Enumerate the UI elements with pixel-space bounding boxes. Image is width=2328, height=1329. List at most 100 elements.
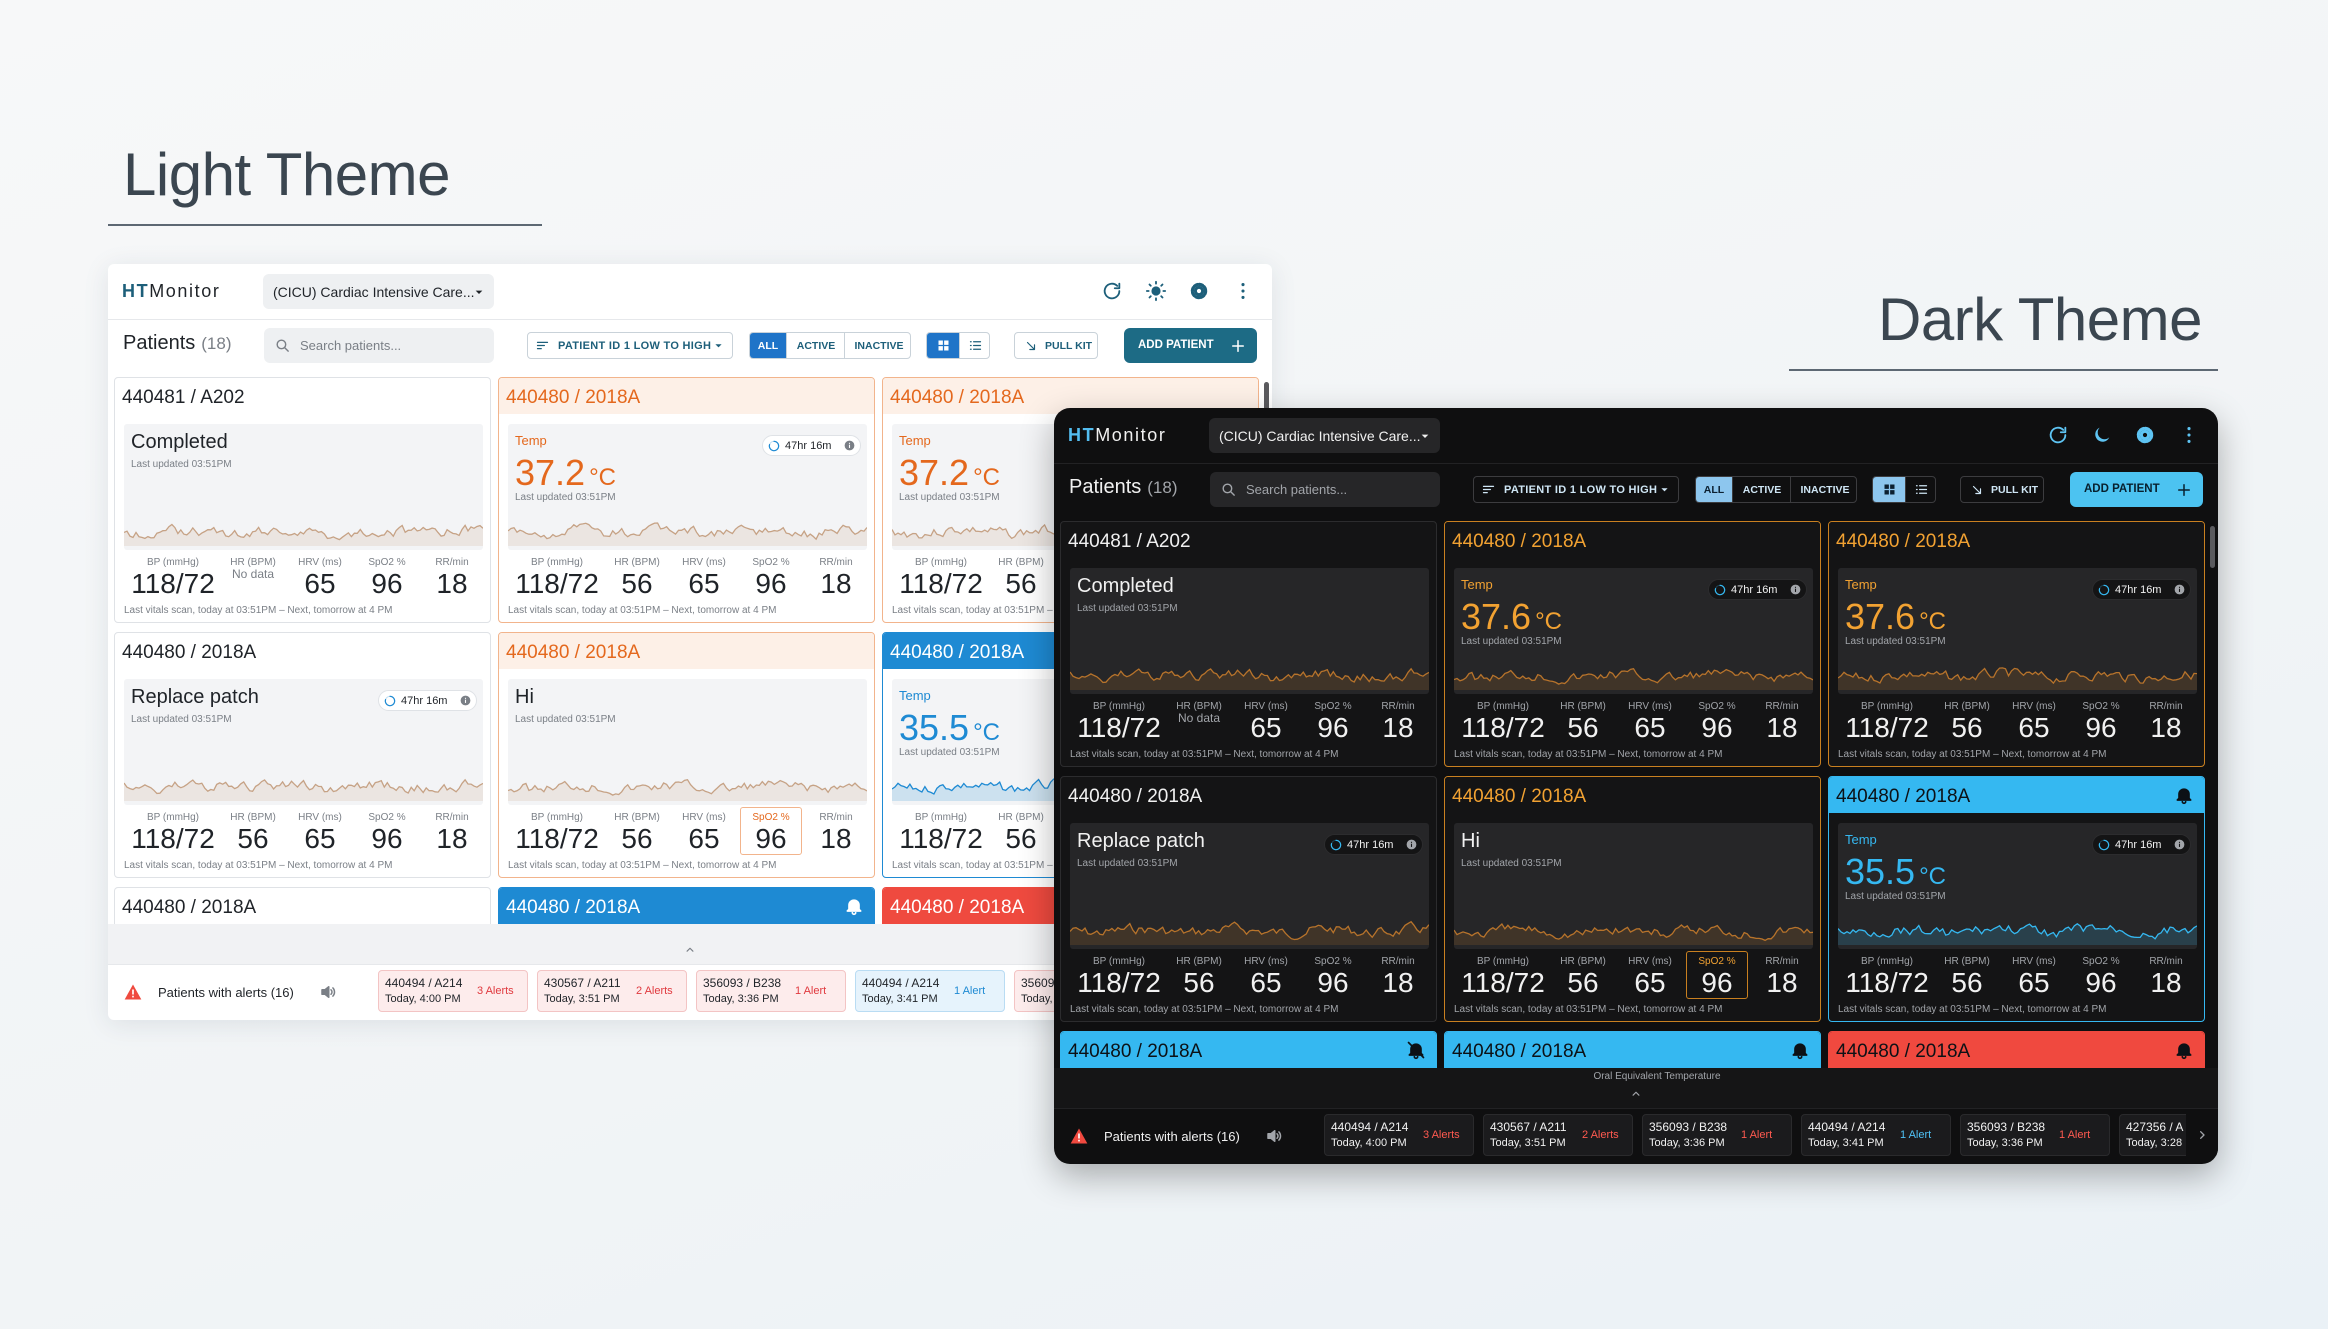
list-view[interactable] — [959, 333, 989, 358]
grid-icon-part — [938, 340, 948, 351]
alert-bell[interactable] — [1790, 1040, 1810, 1060]
alert-triangle-part — [1078, 1133, 1080, 1139]
timer-text: 47hr 16m — [1731, 583, 1778, 596]
add-patient-button[interactable]: ADD PATIENT — [1124, 328, 1257, 363]
vital-value: 65 — [2018, 712, 2050, 743]
patient-card[interactable]: 440480 / 2018A Hi Last updated 03:51PM BP (… — [1444, 776, 1821, 1022]
vital-label: SpO2 % — [368, 811, 406, 823]
alert-patient: 356093 / B238 — [1649, 1120, 1728, 1134]
more-button-part — [1241, 283, 1245, 287]
sound-toggle-part — [1267, 1130, 1276, 1142]
alert-chip[interactable]: 430567 / A211 Today, 3:51 PM 2 Alerts — [537, 970, 687, 1012]
brand-name: Monitor — [1095, 425, 1167, 445]
patient-card[interactable]: 440481 / A202 Completed Last updated 03:51… — [1060, 521, 1437, 767]
settings-button[interactable] — [1188, 280, 1210, 302]
refresh-button[interactable] — [1101, 280, 1123, 302]
alert-time: Today, 4:00 PM — [1331, 1137, 1407, 1149]
sound-toggle[interactable] — [1265, 1127, 1283, 1145]
expand-caret[interactable] — [683, 943, 697, 957]
unit-text: (CICU) Cardiac Intensive Care... — [1219, 427, 1421, 444]
patient-card[interactable]: 440480 / 2018A — [114, 887, 491, 924]
patient-card[interactable]: 440480 / 2018A Replace patch Last updated … — [114, 632, 491, 878]
alert-count: 2 Alerts — [1582, 1129, 1619, 1141]
card-title: 440480 / 2018A — [890, 896, 1025, 918]
patient-card[interactable]: 440480 / 2018A Temp 35.5 °C Last updated 03:… — [1828, 776, 2205, 1022]
alerts-next[interactable] — [2186, 1114, 2218, 1156]
sparkline-line — [1070, 920, 1429, 941]
filter-label: ALL — [1703, 483, 1725, 496]
filter-option[interactable]: ALL — [750, 333, 786, 358]
sparkline-area — [508, 523, 867, 546]
vital-value: 65 — [304, 568, 336, 599]
sort-button[interactable]: PATIENT ID 1 LOW TO HIGH — [527, 332, 733, 359]
filter-option[interactable]: ACTIVE — [786, 333, 844, 358]
timer-ring-part — [2098, 839, 2110, 850]
alert-count: 3 Alerts — [477, 985, 514, 997]
settings-button[interactable] — [2134, 424, 2156, 446]
alert-chip[interactable]: 430567 / A211 Today, 3:51 PM 2 Alerts — [1483, 1114, 1633, 1156]
alert-bell[interactable] — [844, 896, 864, 916]
patient-card[interactable]: 440480 / 2018A Hi Last updated 03:51PM BP (… — [498, 632, 875, 878]
info-icon-part — [1790, 584, 1800, 595]
search-box[interactable]: Search patients... — [1210, 472, 1440, 507]
alert-chip[interactable]: 440494 / A214 Today, 4:00 PM 3 Alerts — [1324, 1114, 1474, 1156]
scan-note: Last vitals scan, today at 03:51PM – Nex… — [1070, 748, 1339, 760]
patient-card[interactable]: 440480 / 2018A Temp 37.6 °C Last updated 03:… — [1828, 521, 2205, 767]
list-view[interactable] — [1905, 477, 1935, 502]
sound-toggle[interactable] — [319, 983, 337, 1001]
alert-chip[interactable]: 440494 / A214 Today, 3:41 PM 1 Alert — [1801, 1114, 1951, 1156]
alert-triangle — [1069, 1126, 1089, 1146]
alert-bell[interactable] — [2174, 785, 2194, 805]
vital-label: SpO2 % — [1698, 700, 1736, 712]
more-button[interactable] — [2178, 424, 2200, 446]
timer-ring-part — [1330, 839, 1342, 850]
patient-card[interactable]: 440480 / 2018A Temp 37.6 °C Last updated 03:… — [1444, 521, 1821, 767]
filter-option[interactable]: ALL — [1696, 477, 1732, 502]
filter-option[interactable]: INACTIVE — [1790, 477, 1856, 502]
alert-bell[interactable] — [2174, 1040, 2194, 1060]
alert-chip[interactable]: 440494 / A214 Today, 3:41 PM 1 Alert — [855, 970, 1005, 1012]
more-button[interactable] — [1232, 280, 1254, 302]
alert-chip[interactable]: 356093 / B238 Today, 3:36 PM 1 Alert — [1642, 1114, 1792, 1156]
vital-value: 18 — [820, 823, 852, 854]
vital-value: 18 — [1382, 967, 1414, 998]
theme-toggle[interactable] — [1145, 280, 1167, 302]
pull-icon-part — [1972, 485, 1982, 494]
alert-chip[interactable]: 356093 / B238 Today, 3:36 PM 1 Alert — [1960, 1114, 2110, 1156]
unit-select[interactable]: (CICU) Cardiac Intensive Care... — [1209, 418, 1440, 453]
next-icon-part — [2200, 1131, 2205, 1139]
vital-value: 96 — [755, 823, 787, 854]
vital-label: HR (BPM) — [1176, 955, 1222, 967]
pull-kit-button[interactable]: PULL KIT — [1014, 332, 1098, 359]
alert-chip[interactable]: 440494 / A214 Today, 4:00 PM 3 Alerts — [378, 970, 528, 1012]
search-icon — [274, 337, 291, 354]
dashboard-panel: HTMonitor (CICU) Cardiac Intensive Care..… — [1054, 408, 2218, 1164]
grid-view[interactable] — [1873, 477, 1905, 502]
more-button-part — [2187, 427, 2191, 443]
vital-value: 56 — [1005, 823, 1037, 854]
patient-card[interactable]: 440481 / A202 Completed Last updated 03:51… — [114, 377, 491, 623]
card-title: 440480 / 2018A — [506, 641, 641, 663]
grid-view[interactable] — [927, 333, 959, 358]
patient-card[interactable]: 440480 / 2018A — [1828, 1031, 2205, 1068]
add-patient-button[interactable]: ADD PATIENT — [2070, 472, 2203, 507]
alert-chip[interactable]: 356093 / B238 Today, 3:36 PM 1 Alert — [696, 970, 846, 1012]
alert-bell[interactable] — [1406, 1040, 1426, 1060]
info-icon-part — [1410, 841, 1412, 843]
theme-toggle[interactable] — [2091, 424, 2113, 446]
search-box[interactable]: Search patients... — [264, 328, 494, 363]
vital-label: HRV (ms) — [682, 811, 726, 823]
refresh-button[interactable] — [2047, 424, 2069, 446]
expand-caret[interactable] — [1629, 1087, 1643, 1101]
sort-button[interactable]: PATIENT ID 1 LOW TO HIGH — [1473, 476, 1679, 503]
filter-option[interactable]: ACTIVE — [1732, 477, 1790, 502]
patient-card[interactable]: 440480 / 2018A — [498, 887, 875, 924]
patient-card[interactable]: 440480 / 2018A — [1060, 1031, 1437, 1068]
unit-select[interactable]: (CICU) Cardiac Intensive Care... — [263, 274, 494, 309]
patient-card[interactable]: 440480 / 2018A Temp 37.2 °C Last updated 03:… — [498, 377, 875, 623]
patient-card[interactable]: 440480 / 2018A — [1444, 1031, 1821, 1068]
patient-card[interactable]: 440480 / 2018A Replace patch Last updated … — [1060, 776, 1437, 1022]
filter-option[interactable]: INACTIVE — [844, 333, 910, 358]
dropdown-caret — [471, 284, 487, 300]
pull-kit-button[interactable]: PULL KIT — [1960, 476, 2044, 503]
